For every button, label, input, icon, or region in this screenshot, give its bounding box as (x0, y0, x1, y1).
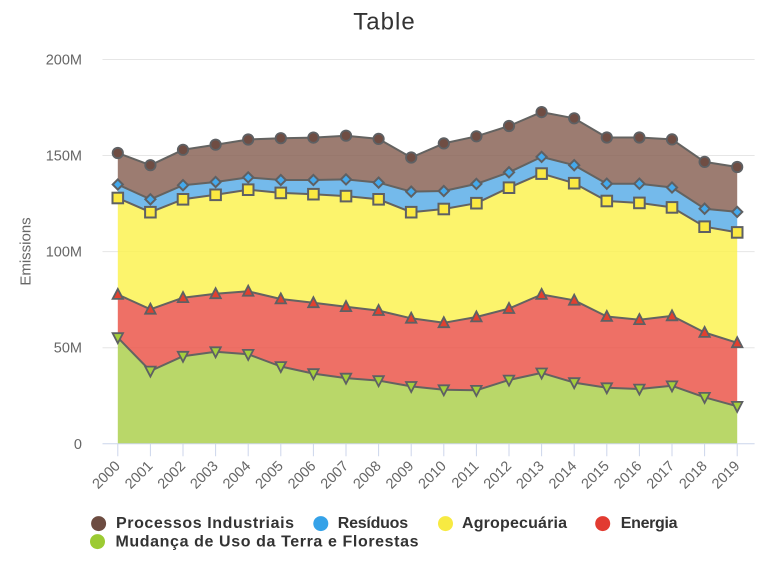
svg-text:200M: 200M (46, 53, 82, 69)
svg-text:Agropecuária: Agropecuária (462, 515, 567, 532)
svg-text:Emissions: Emissions (18, 217, 35, 285)
svg-text:Resíduos: Resíduos (338, 515, 408, 532)
svg-text:0: 0 (74, 437, 82, 453)
svg-text:Table: Table (353, 9, 415, 36)
svg-text:100M: 100M (46, 245, 82, 261)
svg-text:Energia: Energia (621, 515, 678, 532)
svg-text:50M: 50M (54, 341, 82, 357)
svg-text:Processos Industriais: Processos Industriais (116, 515, 294, 532)
svg-text:150M: 150M (46, 149, 82, 165)
svg-text:Mudança de Uso da Terra e Flor: Mudança de Uso da Terra e Florestas (116, 533, 419, 550)
